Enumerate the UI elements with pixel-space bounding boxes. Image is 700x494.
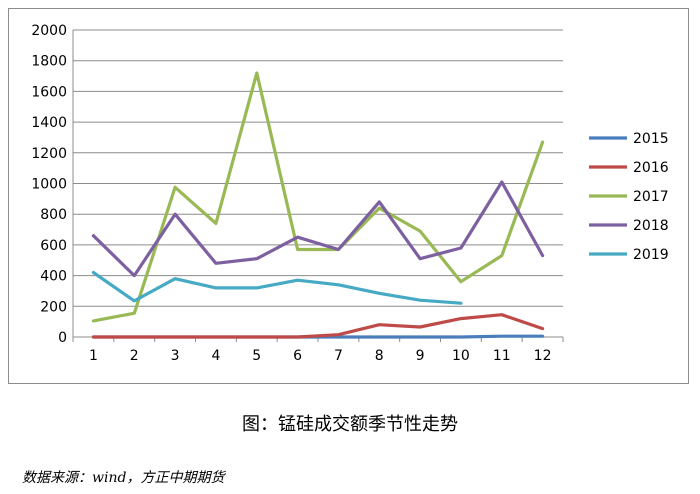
x-tick-label: 7: [334, 348, 343, 364]
series-line-2016: [91, 313, 545, 339]
x-tick-label: 9: [416, 348, 425, 364]
data-source-note: 数据来源：wind，方正中期期货: [22, 470, 225, 486]
y-tick-label: 2000: [31, 23, 67, 39]
x-tick-label: 6: [293, 348, 302, 364]
y-tick-label: 200: [40, 299, 67, 315]
x-tick-label: 8: [375, 348, 384, 364]
legend-label-2018: 2018: [633, 218, 669, 234]
y-tick-label: 1800: [31, 54, 67, 70]
x-tick-labels: 1 2 3 4 5 6 7 8 9 10 11 12: [89, 348, 552, 364]
y-tick-label: 1600: [31, 84, 67, 100]
legend-label-2019: 2019: [633, 247, 669, 263]
y-tick-label: 1200: [31, 146, 67, 162]
figure-caption: 图：锰硅成交额季节性走势: [242, 414, 458, 435]
y-tick-label: 400: [40, 269, 67, 285]
series-line-2017: [91, 71, 545, 323]
legend-label-2017: 2017: [633, 189, 669, 205]
series-line-2019: [91, 270, 463, 305]
x-tick-label: 12: [534, 348, 552, 364]
x-tick-label: 3: [171, 348, 180, 364]
y-tick-label: 600: [40, 238, 67, 254]
legend-label-2016: 2016: [633, 160, 669, 176]
y-tick-label: 0: [58, 330, 67, 346]
y-tick-label: 1000: [31, 177, 67, 193]
x-tick-label: 2: [130, 348, 139, 364]
y-tick-label: 1400: [31, 115, 67, 131]
legend-label-2015: 2015: [633, 131, 669, 147]
legend: 2015 2016 2017 2018 2019: [589, 131, 669, 263]
y-tick-labels: 0 200 400 600 800 1000 1200 1400 1600 1800 2000: [31, 23, 67, 346]
x-tick-label: 4: [211, 348, 220, 364]
x-tick-label: 11: [493, 348, 511, 364]
y-tick-label: 800: [40, 207, 67, 223]
x-tick-label: 10: [452, 348, 470, 364]
x-tick-label: 5: [252, 348, 261, 364]
series-line-2018: [91, 180, 545, 278]
series-lines: [91, 71, 545, 339]
x-tick-label: 1: [89, 348, 98, 364]
